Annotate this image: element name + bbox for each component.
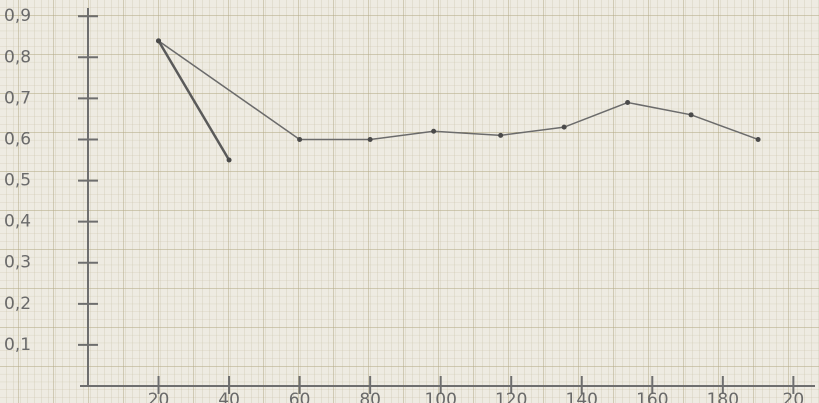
y-tick-label: 0,8 xyxy=(4,47,31,67)
data-point xyxy=(367,136,373,142)
x-tick-label: 160 xyxy=(636,390,668,403)
series-line xyxy=(157,40,231,161)
y-tick-label: 0,1 xyxy=(4,335,31,355)
y-tick-label: 0,5 xyxy=(4,171,31,191)
y-tick-label: 0,7 xyxy=(4,88,31,108)
x-tick-label: 80 xyxy=(359,390,381,403)
y-tick-label: 0,9 xyxy=(4,6,31,26)
data-point xyxy=(561,124,567,130)
x-tick-label: 100 xyxy=(424,390,456,403)
x-tick-label: 140 xyxy=(566,390,598,403)
x-tick-label: 40 xyxy=(218,390,240,403)
x-tick-label: 120 xyxy=(495,390,527,403)
x-tick-label: 60 xyxy=(289,390,311,403)
x-tick-label: 20 xyxy=(148,390,170,403)
data-point xyxy=(431,128,437,134)
data-point xyxy=(156,38,162,44)
x-tick-label: 20 xyxy=(783,390,805,403)
y-tick-label: 0,4 xyxy=(4,212,31,232)
y-tick-label: 0,6 xyxy=(4,129,31,149)
data-point xyxy=(688,112,694,118)
data-point xyxy=(755,136,761,142)
data-point xyxy=(297,136,303,142)
data-point xyxy=(625,100,631,105)
x-tick-label: 180 xyxy=(707,390,739,403)
data-point xyxy=(498,132,504,138)
y-tick-label: 0,3 xyxy=(4,253,31,273)
y-tick-label: 0,2 xyxy=(4,294,31,314)
data-point xyxy=(226,157,232,163)
